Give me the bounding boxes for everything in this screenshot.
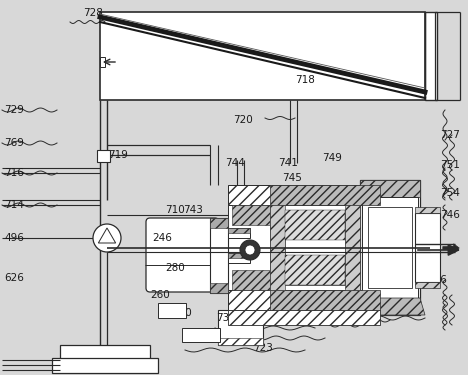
Bar [425, 12, 437, 100]
Bar [52, 358, 158, 373]
Bar [97, 150, 110, 162]
Text: 731: 731 [227, 185, 247, 195]
Circle shape [245, 245, 255, 255]
Polygon shape [285, 210, 345, 240]
Text: 496: 496 [4, 233, 24, 243]
Bar [210, 218, 228, 293]
Text: 280: 280 [165, 263, 185, 273]
Polygon shape [270, 290, 380, 310]
Polygon shape [232, 270, 270, 290]
Bar [362, 197, 418, 298]
Text: 728: 728 [83, 8, 103, 18]
Text: 720: 720 [233, 115, 253, 125]
Text: 754: 754 [440, 188, 460, 198]
Text: 723: 723 [253, 343, 273, 353]
Polygon shape [210, 218, 228, 228]
Bar [228, 205, 380, 290]
Polygon shape [360, 180, 420, 315]
Text: 770: 770 [172, 308, 192, 318]
Text: 626: 626 [4, 273, 24, 283]
Text: 749: 749 [322, 153, 342, 163]
Text: 744: 744 [225, 158, 245, 168]
FancyBboxPatch shape [146, 218, 219, 292]
Text: 726: 726 [427, 275, 447, 285]
Text: 714: 714 [4, 200, 24, 210]
Text: 743: 743 [183, 205, 203, 215]
Text: 769: 769 [4, 138, 24, 148]
Polygon shape [360, 180, 420, 197]
Text: 742: 742 [300, 295, 320, 305]
Polygon shape [285, 210, 345, 285]
Polygon shape [365, 298, 425, 315]
Bar [415, 213, 440, 282]
Polygon shape [232, 205, 270, 225]
Text: 747: 747 [285, 315, 305, 325]
Bar [100, 57, 105, 67]
Text: 246: 246 [152, 233, 172, 243]
Polygon shape [228, 185, 380, 205]
Text: 751: 751 [440, 160, 460, 170]
Polygon shape [228, 253, 250, 258]
Bar [228, 253, 250, 263]
Text: 746: 746 [440, 210, 460, 220]
Polygon shape [270, 185, 380, 205]
Text: 730: 730 [216, 313, 236, 323]
Text: 740: 740 [345, 308, 365, 318]
Polygon shape [360, 298, 420, 315]
Bar [368, 207, 412, 288]
Bar [228, 228, 250, 238]
Text: 729: 729 [4, 105, 24, 115]
Text: 745: 745 [282, 173, 302, 183]
Circle shape [93, 224, 121, 252]
Bar [158, 303, 186, 318]
Polygon shape [150, 222, 215, 228]
Polygon shape [285, 255, 345, 285]
Bar [100, 12, 425, 100]
Text: 752: 752 [367, 293, 387, 303]
Text: 741: 741 [278, 158, 298, 168]
Polygon shape [415, 282, 440, 288]
Polygon shape [218, 338, 263, 345]
Text: 716: 716 [4, 168, 24, 178]
Bar [182, 328, 220, 342]
Bar [270, 205, 360, 290]
Polygon shape [345, 205, 360, 290]
Polygon shape [415, 207, 440, 213]
Text: 718: 718 [295, 75, 315, 85]
Text: 727: 727 [440, 130, 460, 140]
Text: 260: 260 [150, 290, 170, 300]
Circle shape [240, 240, 260, 260]
Text: 710: 710 [165, 205, 185, 215]
Text: 719: 719 [108, 150, 128, 160]
Polygon shape [228, 228, 250, 233]
Bar [60, 345, 150, 365]
Bar [218, 310, 263, 345]
Polygon shape [210, 283, 228, 293]
Polygon shape [228, 290, 380, 310]
Polygon shape [150, 282, 215, 288]
Polygon shape [228, 310, 380, 325]
Polygon shape [270, 205, 285, 290]
